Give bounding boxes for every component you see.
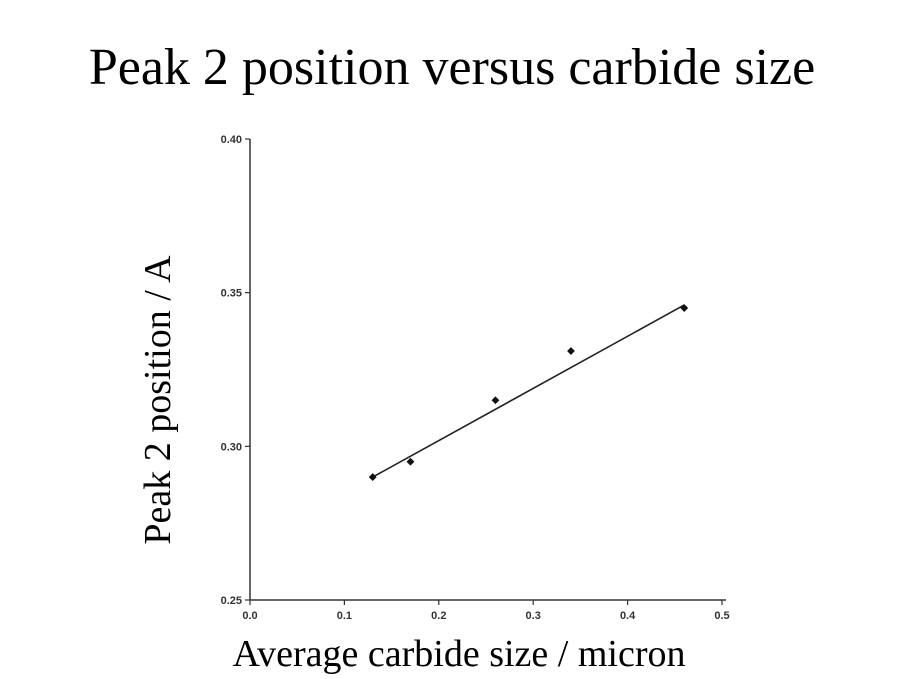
data-point-marker [491,396,500,405]
y-tick-label: 0.30 [221,441,242,453]
y-tick-label: 0.40 [221,134,242,146]
data-point [368,473,377,481]
x-tick-label: 0.3 [526,610,541,622]
data-point [406,457,415,466]
y-tick-label: 0.35 [221,288,242,300]
x-tick-label: 0.4 [620,610,636,622]
x-tick-label: 0.0 [242,610,257,622]
x-axis-label: Average carbide size / micron [232,633,686,675]
data-point-marker [680,304,689,312]
y-tick-label: 0.25 [221,595,242,607]
data-point-marker [406,457,415,466]
fit-line [372,304,685,478]
x-tick-label: 0.1 [337,610,352,622]
chart-title: Peak 2 position versus carbide size [88,39,816,96]
data-point [680,304,689,312]
data-point-marker [368,473,377,481]
x-tick-label: 0.5 [714,610,729,622]
data-point [491,396,500,405]
x-tick-label: 0.2 [431,610,446,622]
data-point-marker [567,347,575,355]
data-point [567,347,575,355]
